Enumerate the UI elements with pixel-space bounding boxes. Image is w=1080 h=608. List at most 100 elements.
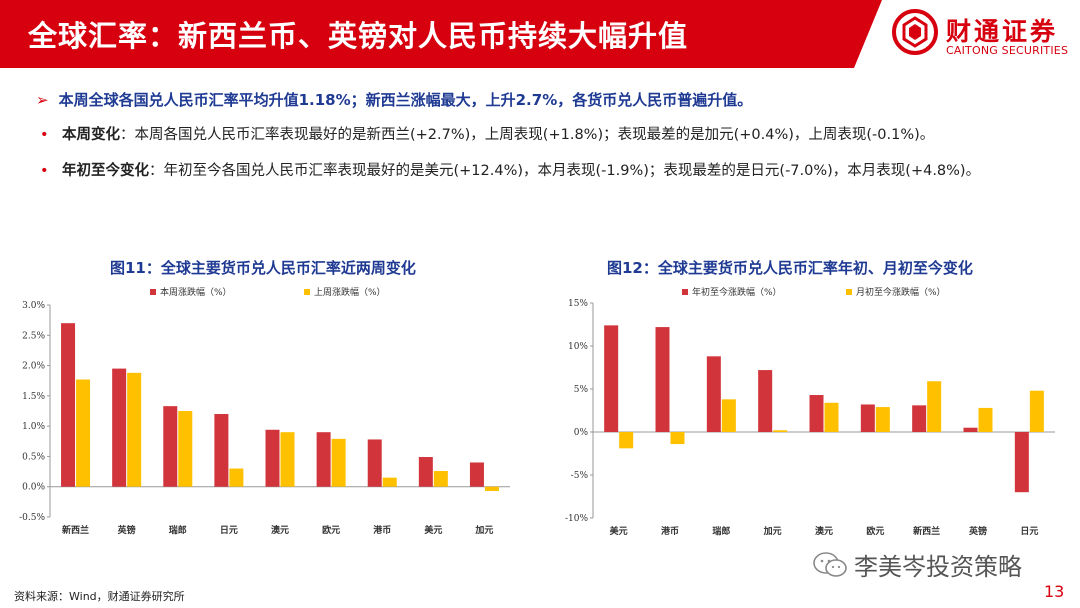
x-category-label: 瑞郎	[169, 524, 187, 536]
logo-chinese-name: 财通证券	[946, 17, 1059, 46]
x-category-label: 澳元	[271, 524, 289, 536]
bullet-weekly-change: • 本周变化：本周各国兑人民币汇率表现最好的是新西兰(+2.7%)，上周表现(+…	[40, 124, 1040, 146]
bar-series1	[61, 323, 76, 487]
legend-label: 上周涨跌幅（%）	[314, 286, 386, 298]
logo-english-name: CAITONG SECURITIES	[946, 44, 1069, 57]
wechat-icon	[813, 551, 847, 577]
bar-series2	[670, 432, 685, 445]
y-tick-label: -5%	[571, 471, 589, 481]
x-category-label: 港币	[373, 524, 391, 536]
bullet-dot-icon: •	[40, 127, 49, 143]
x-category-label: 日元	[1020, 526, 1038, 537]
y-tick-label: 0.0%	[22, 483, 45, 493]
x-category-label: 日元	[220, 525, 238, 536]
bar-series1	[112, 368, 127, 487]
y-tick-label: 10%	[568, 342, 588, 352]
bar-series1	[912, 405, 927, 432]
legend-swatch	[682, 289, 688, 295]
x-category-label: 瑞郎	[712, 525, 730, 537]
y-tick-label: -0.5%	[19, 513, 45, 523]
bar-series1	[367, 439, 382, 487]
page-number: 13	[1044, 582, 1065, 601]
legend-swatch	[304, 289, 310, 295]
bar-series1	[758, 370, 773, 432]
bar-series2	[127, 372, 142, 487]
bar-series2	[773, 430, 788, 432]
x-category-label: 新西兰	[62, 524, 89, 536]
bar-series1	[163, 406, 178, 487]
bar-series1	[809, 395, 824, 432]
y-tick-label: 5%	[574, 385, 589, 395]
y-tick-label: 2.5%	[22, 331, 45, 341]
x-category-label: 欧元	[866, 525, 884, 537]
bar-series1	[604, 325, 619, 432]
bar-series1	[655, 327, 670, 432]
y-tick-label: 2.0%	[22, 362, 45, 372]
bar-series2	[331, 438, 346, 487]
watermark-text: 李美岑投资策略	[854, 553, 1022, 581]
company-logo: 财通证券 CAITONG SECURITIES	[854, 0, 1080, 68]
y-tick-label: 3.0%	[22, 301, 45, 311]
x-category-label: 港币	[661, 525, 679, 537]
chart-title-fig12: 图12：全球主要货币兑人民币汇率年初、月初至今变化	[607, 259, 973, 277]
bar-series1	[706, 356, 721, 432]
bar-series2	[721, 399, 736, 432]
bar-series2	[76, 379, 91, 487]
bar-series2	[1029, 390, 1044, 432]
legend-label: 年初至今涨跌幅（%）	[692, 286, 782, 298]
bar-series1	[265, 429, 280, 487]
x-category-label: 欧元	[322, 524, 340, 536]
bullet-label: 本周变化	[62, 127, 120, 143]
bullet-text: ：年初至今各国兑人民币汇率表现最好的是美元(+12.4%)，本月表现(-1.9%…	[149, 163, 981, 179]
headline-text: 本周全球各国兑人民币汇率平均升值1.18%；新西兰涨幅最大，上升2.7%，各货币…	[58, 91, 753, 109]
bar-series1	[1014, 432, 1029, 493]
bar-series2	[484, 486, 499, 491]
bar-series2	[619, 432, 634, 449]
chart-ytd-mtd-change: 年初至今涨跌幅（%） 月初至今涨跌幅（%） -10% -5% 0% 5% 10% 15% 美元 港…	[565, 286, 1055, 537]
bar-series1	[860, 404, 875, 432]
summary-headline: ➢ 本周全球各国兑人民币汇率平均升值1.18%；新西兰涨幅最大，上升2.7%，各货…	[36, 89, 752, 110]
page-title: 全球汇率：新西兰币、英镑对人民币持续大幅升值	[28, 19, 689, 53]
y-tick-label: 0.5%	[22, 452, 45, 462]
bar-series1	[469, 462, 484, 487]
bar-series2	[382, 477, 397, 487]
bar-series1	[963, 427, 978, 432]
bar-series1	[214, 414, 229, 487]
bullet-label: 年初至今变化	[62, 163, 149, 179]
chart-weekly-change: 本周涨跌幅（%） 上周涨跌幅（%） -0.5% 0.0% 0.5% 1.0% 1.5% 2.0…	[19, 286, 510, 536]
bar-series2	[280, 432, 295, 487]
x-category-label: 加元	[474, 524, 493, 536]
y-tick-label: 0%	[574, 428, 589, 438]
bar-series1	[418, 457, 433, 487]
bar-series2	[927, 381, 942, 432]
y-tick-label: 1.5%	[22, 392, 45, 402]
header-banner: 全球汇率：新西兰币、英镑对人民币持续大幅升值 财通证券 CAITONG SECU…	[0, 0, 1080, 68]
wechat-watermark: 李美岑投资策略	[812, 547, 1022, 582]
y-tick-label: 15%	[568, 299, 588, 309]
x-category-label: 新西兰	[913, 525, 940, 537]
x-category-label: 澳元	[815, 525, 833, 537]
y-tick-label: 1.0%	[22, 422, 45, 432]
data-source-note: 资料来源：Wind，财通证券研究所	[14, 590, 185, 603]
x-category-label: 英镑	[968, 525, 987, 537]
x-category-label: 美元	[610, 525, 628, 537]
bullet-text: ：本周各国兑人民币汇率表现最好的是新西兰(+2.7%)，上周表现(+1.8%)；…	[120, 127, 935, 143]
legend-swatch	[846, 289, 852, 295]
bar-series2	[824, 402, 839, 432]
x-category-label: 美元	[424, 524, 442, 536]
legend-label: 本周涨跌幅（%）	[160, 286, 232, 298]
bullet-ytd-change: • 年初至今变化：年初至今各国兑人民币汇率表现最好的是美元(+12.4%)，本月…	[40, 160, 1040, 182]
bar-series2	[875, 407, 890, 432]
bar-series2	[229, 468, 244, 487]
x-category-label: 加元	[763, 525, 782, 537]
bar-series1	[316, 432, 331, 487]
chart-title-fig11: 图11：全球主要货币兑人民币汇率近两周变化	[110, 259, 416, 277]
x-category-label: 英镑	[117, 524, 136, 536]
bar-series2	[978, 407, 993, 432]
bullet-dot-icon: •	[40, 163, 49, 179]
bar-series2	[433, 470, 448, 487]
bar-series2	[178, 411, 193, 487]
caitong-emblem-icon	[892, 9, 938, 55]
arrow-bullet-icon: ➢	[36, 91, 49, 109]
legend-swatch	[150, 289, 156, 295]
